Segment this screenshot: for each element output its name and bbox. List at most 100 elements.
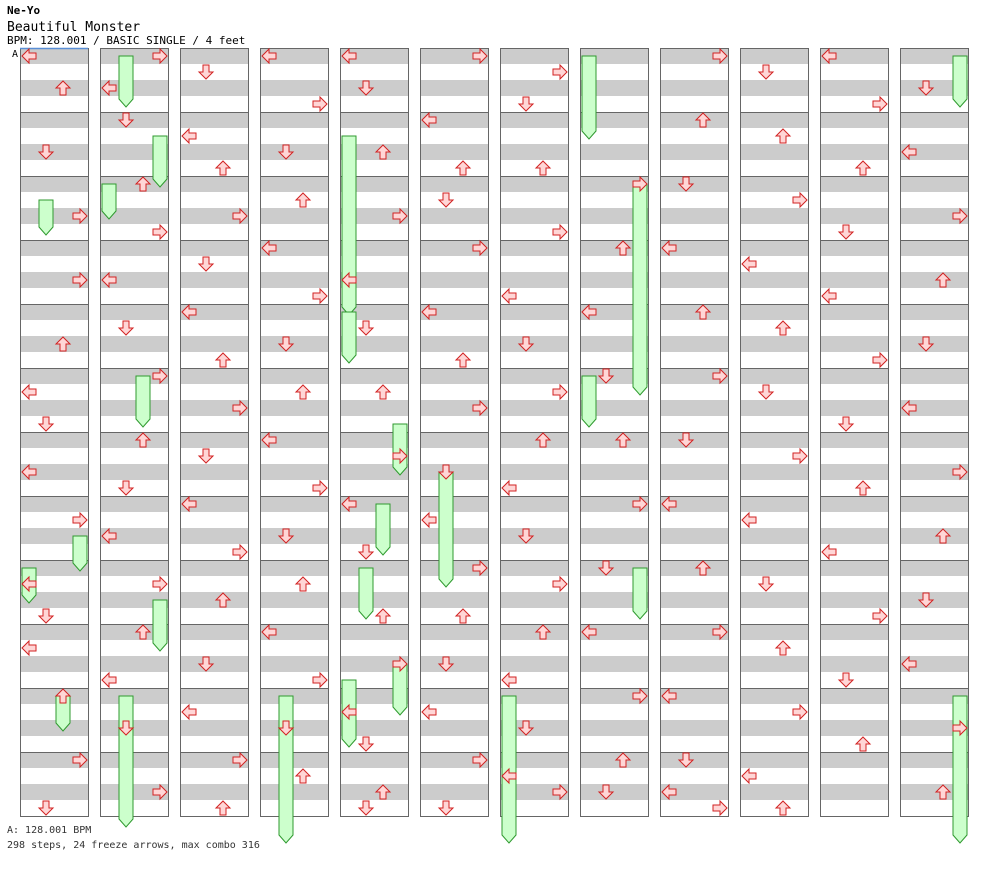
step-arrow-down — [37, 608, 55, 624]
step-arrow-down — [197, 448, 215, 464]
beat-band — [500, 272, 568, 288]
freeze-arrow-left — [101, 183, 117, 220]
step-arrow-up — [694, 112, 712, 128]
beat-band — [260, 112, 328, 128]
step-arrow-down — [117, 320, 135, 336]
beat-band — [420, 432, 488, 448]
beat-band — [660, 144, 728, 160]
step-arrow-left — [661, 495, 677, 513]
step-arrow-up — [294, 576, 312, 592]
step-arrow-right — [72, 207, 88, 225]
beat-band — [340, 560, 408, 576]
step-arrow-left — [101, 271, 117, 289]
beat-band — [740, 48, 808, 64]
beat-band — [180, 272, 248, 288]
step-arrow-up — [54, 80, 72, 96]
step-arrow-down — [197, 656, 215, 672]
step-arrow-down — [517, 96, 535, 112]
step-arrow-up — [54, 336, 72, 352]
beat-band — [180, 80, 248, 96]
beat-band — [580, 688, 648, 704]
beat-band — [340, 688, 408, 704]
beat-band — [420, 112, 488, 128]
beat-band — [740, 176, 808, 192]
freeze-arrow-down — [438, 471, 454, 588]
step-arrow-right — [792, 447, 808, 465]
beat-band — [500, 112, 568, 128]
beat-band — [100, 80, 168, 96]
step-arrow-up — [774, 640, 792, 656]
beat-band — [260, 272, 328, 288]
beat-band — [180, 784, 248, 800]
step-arrow-right — [952, 463, 968, 481]
step-arrow-down — [677, 432, 695, 448]
step-arrow-down — [277, 336, 295, 352]
beat-band — [500, 432, 568, 448]
beat-band — [580, 752, 648, 768]
beat-band — [260, 624, 328, 640]
beat-band — [100, 48, 168, 64]
beat-band — [180, 592, 248, 608]
beat-band — [340, 528, 408, 544]
beat-band — [500, 80, 568, 96]
step-arrow-down — [437, 656, 455, 672]
step-arrow-down — [437, 800, 455, 816]
beat-band — [260, 400, 328, 416]
step-arrow-down — [37, 144, 55, 160]
step-arrow-right — [152, 575, 168, 593]
step-arrow-left — [661, 239, 677, 257]
beat-band — [580, 784, 648, 800]
beat-band — [820, 560, 888, 576]
beat-band — [100, 144, 168, 160]
beat-band — [740, 368, 808, 384]
step-arrow-right — [232, 543, 248, 561]
beat-band — [740, 688, 808, 704]
step-arrow-right — [712, 623, 728, 641]
beat-band — [340, 112, 408, 128]
beat-band — [660, 784, 728, 800]
beat-band — [20, 464, 88, 480]
step-arrow-up — [294, 192, 312, 208]
beat-band — [820, 240, 888, 256]
beat-band — [180, 464, 248, 480]
beat-band — [820, 400, 888, 416]
beat-band — [820, 48, 888, 64]
beat-band — [820, 208, 888, 224]
beat-band — [740, 336, 808, 352]
song-title: Beautiful Monster — [7, 20, 141, 35]
beat-band — [820, 528, 888, 544]
beat-band — [900, 176, 968, 192]
beat-band — [260, 240, 328, 256]
step-arrow-left — [261, 623, 277, 641]
bpm-marker: A — [12, 49, 18, 60]
beat-band — [180, 240, 248, 256]
step-arrow-down — [117, 720, 135, 736]
beat-band — [340, 48, 408, 64]
beat-band — [820, 656, 888, 672]
beat-band — [900, 784, 968, 800]
beat-band — [100, 784, 168, 800]
beat-band — [20, 176, 88, 192]
beat-band — [20, 48, 88, 64]
step-arrow-down — [357, 320, 375, 336]
beat-band — [740, 144, 808, 160]
step-arrow-right — [312, 287, 328, 305]
freeze-arrow-up — [375, 503, 391, 556]
beat-band — [420, 400, 488, 416]
beat-band — [100, 272, 168, 288]
step-arrow-down — [677, 752, 695, 768]
beat-band — [340, 496, 408, 512]
step-arrow-up — [534, 160, 552, 176]
step-arrow-down — [357, 736, 375, 752]
beat-band — [500, 240, 568, 256]
beat-band — [20, 208, 88, 224]
step-arrow-right — [232, 399, 248, 417]
beat-band — [580, 400, 648, 416]
step-arrow-right — [792, 191, 808, 209]
beat-band — [660, 496, 728, 512]
freeze-arrow-right — [152, 135, 168, 188]
step-arrow-right — [472, 239, 488, 257]
beat-band — [260, 752, 328, 768]
beat-band — [740, 112, 808, 128]
